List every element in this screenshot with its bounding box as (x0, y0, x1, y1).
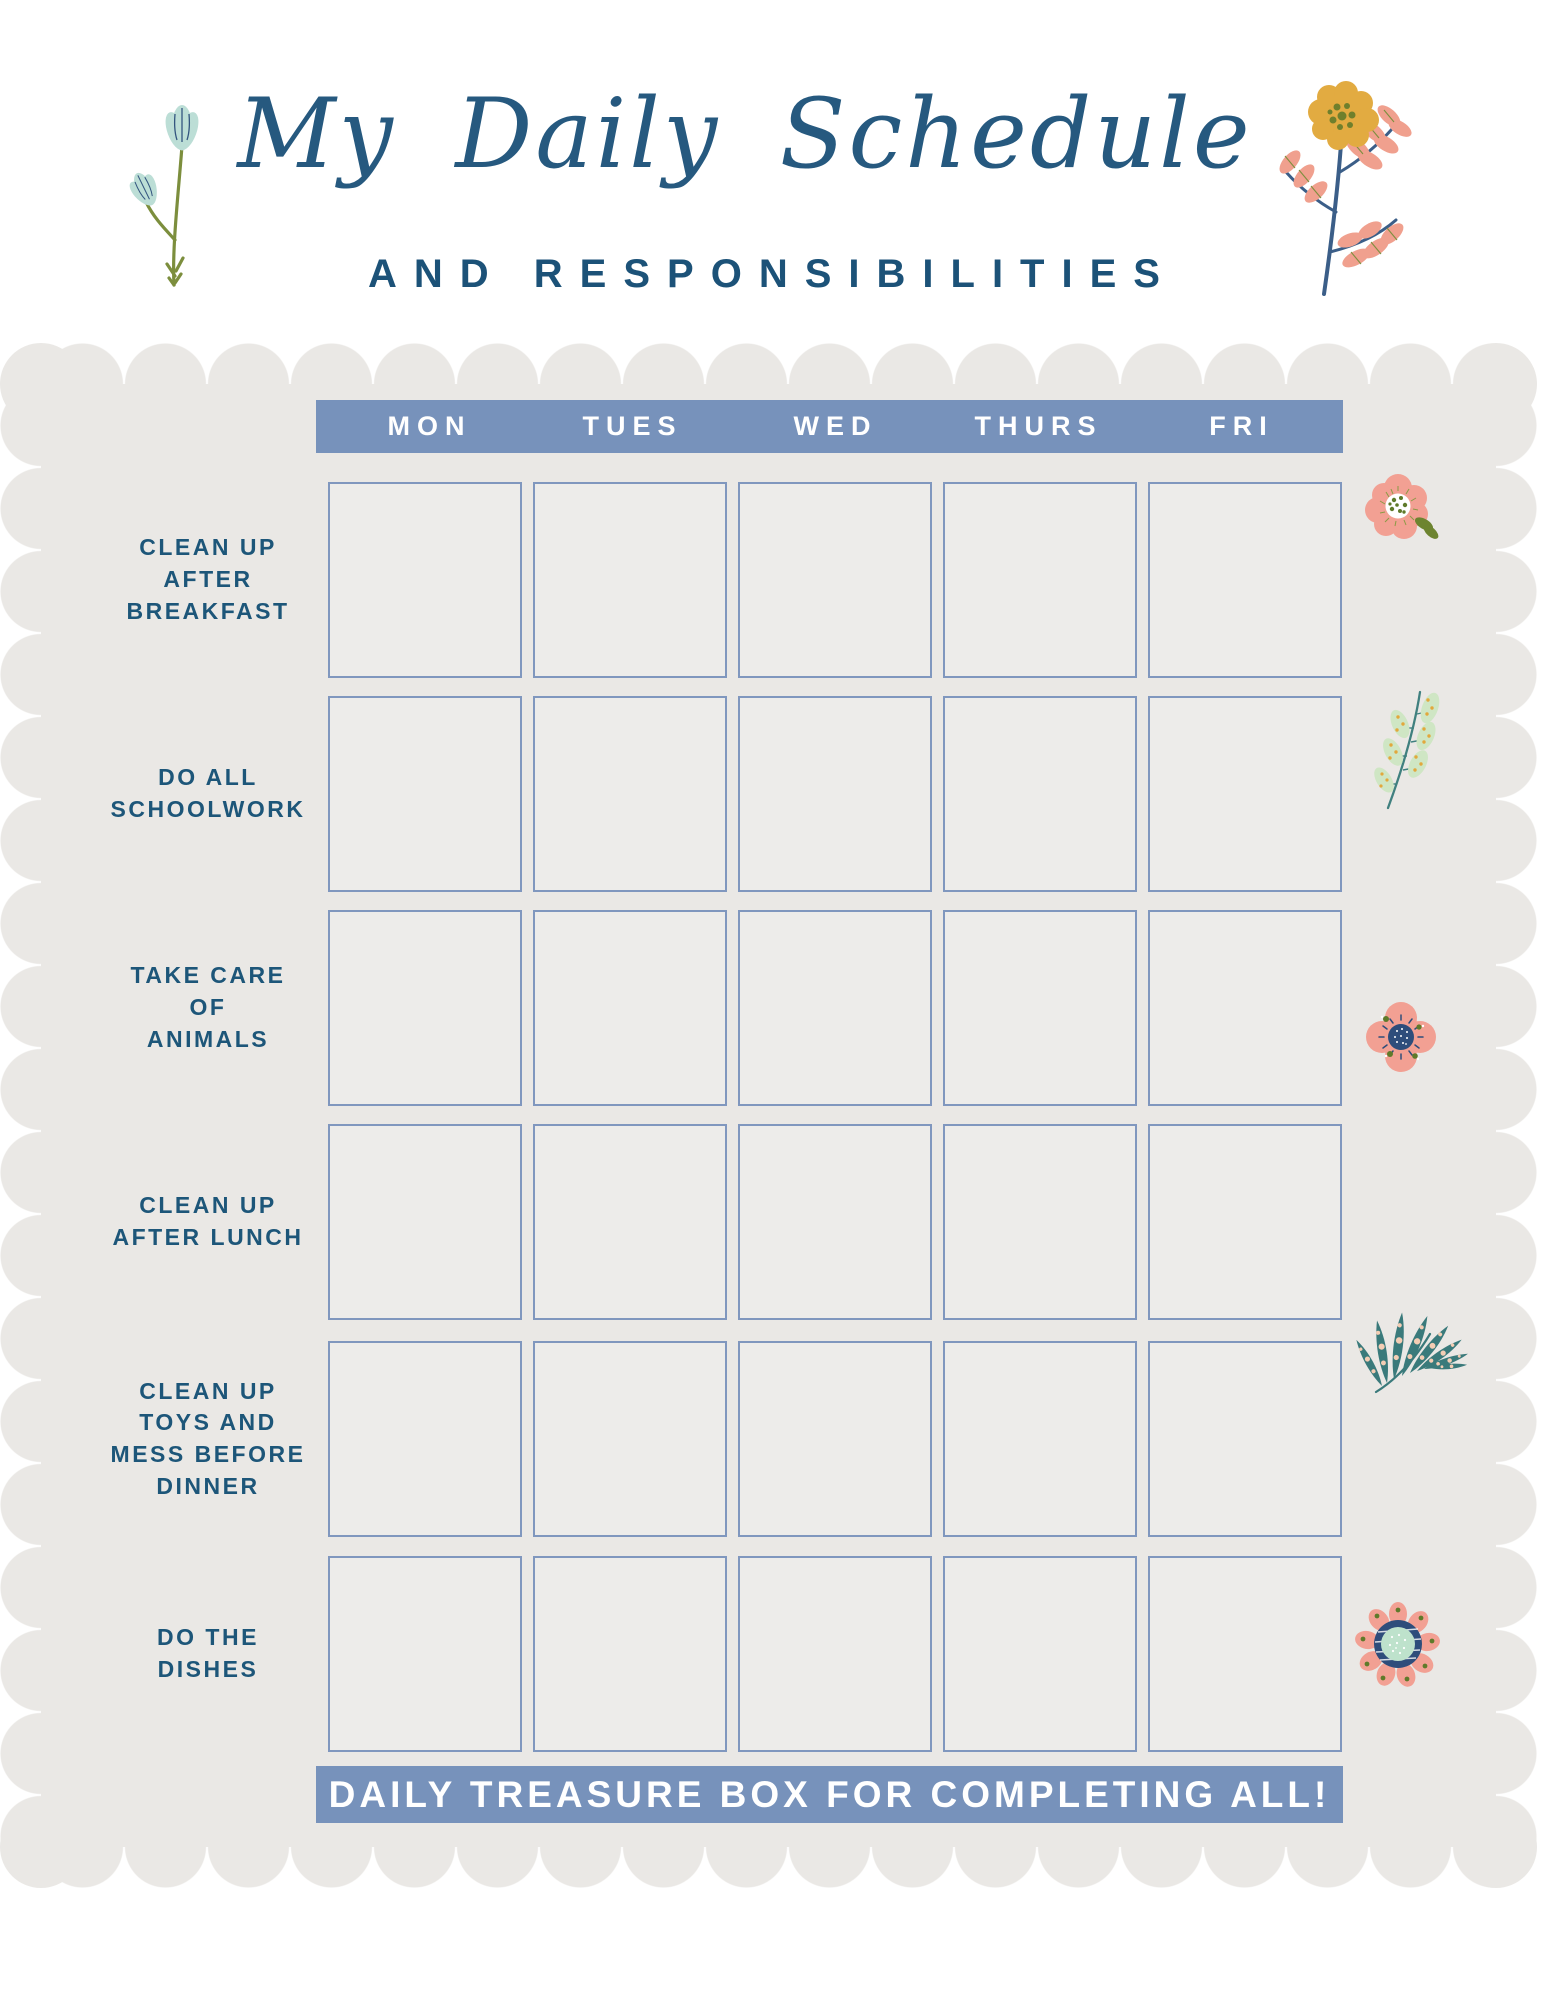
schedule-row-dishes: DO THE DISHES (0, 1556, 1343, 1752)
schedule-cell-thurs[interactable] (943, 1556, 1137, 1752)
row-cells (328, 1341, 1342, 1537)
schedule-cell-mon[interactable] (328, 1124, 522, 1320)
ring-flower-icon (1355, 1602, 1440, 1687)
row-label: CLEAN UP TOYS AND MESS BEFORE DINNER (110, 1377, 306, 1499)
schedule-cell-tues[interactable] (533, 482, 727, 678)
schedule-row-toys: CLEAN UP TOYS AND MESS BEFORE DINNER (0, 1341, 1343, 1537)
schedule-cell-wed[interactable] (738, 482, 932, 678)
row-label: DO THE DISHES (157, 1624, 259, 1682)
row-label: CLEAN UP AFTER LUNCH (112, 1192, 304, 1250)
schedule-cell-mon[interactable] (328, 696, 522, 892)
scallop-edge-left (0, 384, 41, 1847)
schedule-cell-wed[interactable] (738, 910, 932, 1106)
scallop-edge-right (1496, 384, 1537, 1847)
schedule-cell-fri[interactable] (1148, 696, 1342, 892)
treasure-box-banner: DAILY TREASURE BOX FOR COMPLETING ALL! (316, 1766, 1343, 1823)
row-label: TAKE CARE OF ANIMALS (130, 962, 286, 1052)
schedule-cell-fri[interactable] (1148, 482, 1342, 678)
yellow-flower-branch-icon (1279, 81, 1412, 296)
schedule-cell-fri[interactable] (1148, 1341, 1342, 1537)
schedule-cell-mon[interactable] (328, 1341, 522, 1537)
schedule-cell-tues[interactable] (533, 910, 727, 1106)
row-cells (328, 910, 1342, 1106)
schedule-cell-mon[interactable] (328, 482, 522, 678)
row-cells (328, 1124, 1342, 1320)
schedule-cell-thurs[interactable] (943, 696, 1137, 892)
pink-blossom-icon (1366, 1002, 1436, 1072)
tulip-sprig-icon (129, 105, 199, 287)
schedule-cell-thurs[interactable] (943, 482, 1137, 678)
schedule-cell-fri[interactable] (1148, 910, 1342, 1106)
schedule-cell-thurs[interactable] (943, 1124, 1137, 1320)
pink-flower-icon (1365, 474, 1439, 539)
day-header-mon: MON (387, 411, 472, 441)
day-header-thurs: THURS (974, 411, 1103, 441)
row-cells (328, 696, 1342, 892)
schedule-cell-fri[interactable] (1148, 1556, 1342, 1752)
teal-fern-icon (1356, 1312, 1468, 1394)
schedule-cell-thurs[interactable] (943, 1341, 1137, 1537)
schedule-cell-wed[interactable] (738, 1124, 932, 1320)
day-header-wed: WED (793, 411, 878, 441)
day-header-tues: TUES (582, 411, 683, 441)
row-cells (328, 482, 1342, 678)
green-leaf-sprig-icon (1374, 690, 1440, 810)
page-subtitle: AND RESPONSIBILITIES (368, 252, 1177, 296)
schedule-row-animals: TAKE CARE OF ANIMALS (0, 910, 1343, 1106)
row-cells (328, 1556, 1342, 1752)
schedule-cell-tues[interactable] (533, 1556, 727, 1752)
row-label: CLEAN UP AFTER BREAKFAST (126, 534, 290, 624)
row-label: DO ALL SCHOOLWORK (110, 764, 306, 822)
schedule-cell-wed[interactable] (738, 696, 932, 892)
schedule-cell-thurs[interactable] (943, 910, 1137, 1106)
scallop-edge-top (41, 343, 1496, 384)
day-header-bar: MON TUES WED THURS FRI (316, 400, 1343, 453)
schedule-cell-fri[interactable] (1148, 1124, 1342, 1320)
page-title: My Daily Schedule (237, 78, 1253, 190)
schedule-cell-wed[interactable] (738, 1341, 932, 1537)
schedule-row-breakfast: CLEAN UP AFTER BREAKFAST (0, 482, 1343, 678)
schedule-cell-mon[interactable] (328, 910, 522, 1106)
schedule-cell-mon[interactable] (328, 1556, 522, 1752)
schedule-row-schoolwork: DO ALL SCHOOLWORK (0, 696, 1343, 892)
schedule-cell-tues[interactable] (533, 696, 727, 892)
schedule-cell-tues[interactable] (533, 1124, 727, 1320)
schedule-cell-tues[interactable] (533, 1341, 727, 1537)
day-header-fri: FRI (1209, 411, 1274, 441)
schedule-row-lunch: CLEAN UP AFTER LUNCH (0, 1124, 1343, 1320)
scallop-edge-bottom (41, 1847, 1496, 1888)
schedule-cell-wed[interactable] (738, 1556, 932, 1752)
